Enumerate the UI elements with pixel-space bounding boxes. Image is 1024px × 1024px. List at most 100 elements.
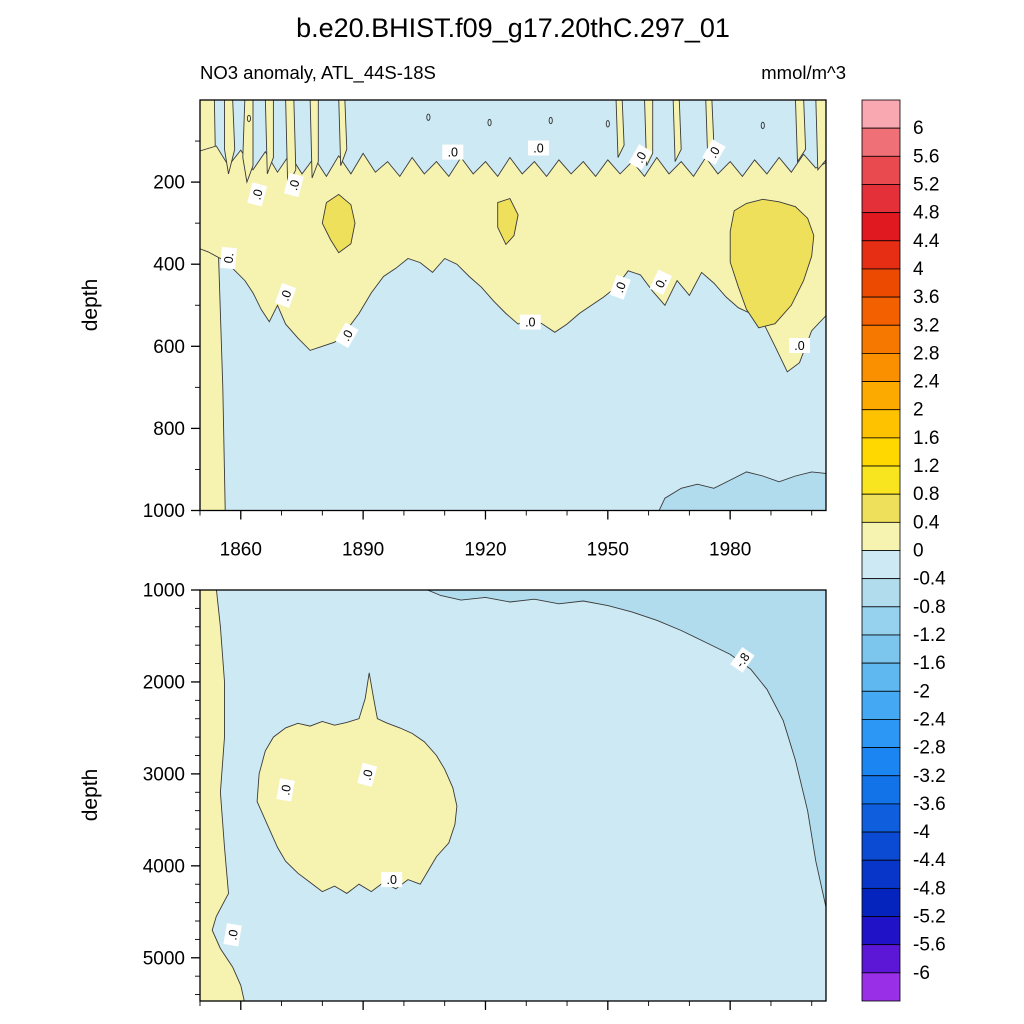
- colorbar-swatch: [861, 972, 901, 1002]
- colorbar-tick-label: 2.4: [913, 372, 940, 393]
- colorbar-swatch: [861, 381, 901, 411]
- contour-label: -.8: [730, 646, 755, 673]
- upper-y-axis-title: depth: [79, 279, 102, 332]
- units-label: mmol/m^3: [761, 62, 846, 83]
- colorbar-tick-label: 6: [913, 118, 924, 139]
- colorbar-swatch: [861, 944, 901, 974]
- svg-text:.0: .0: [286, 178, 302, 192]
- colorbar-tick-label: -0.8: [913, 597, 946, 618]
- contour-label: .0: [381, 872, 403, 888]
- colorbar-tick-label: -0.4: [913, 569, 946, 590]
- contour-label: 0.: [220, 246, 237, 270]
- colorbar-tick-label: 0.8: [913, 484, 939, 505]
- contour-label: 0.: [649, 269, 673, 295]
- surface-streak: [338, 100, 348, 166]
- colorbar-swatch: [861, 212, 901, 242]
- micro-contour: [426, 113, 431, 121]
- svg-text:.0: .0: [525, 316, 535, 330]
- svg-text:.0: .0: [533, 142, 543, 156]
- colorbar-swatch: [861, 916, 901, 946]
- y-tick-label: 2000: [143, 672, 185, 693]
- micro-contour: [246, 114, 251, 123]
- contour-label: .0: [283, 172, 304, 198]
- surface-streak: [795, 100, 807, 164]
- colorbar-tick-label: 1.6: [913, 428, 939, 449]
- colorbar-tick-label: -1.2: [913, 625, 946, 646]
- surface-streak: [672, 100, 682, 162]
- thermocline-positive-band: [200, 145, 826, 373]
- y-tick-label: 3000: [143, 764, 185, 785]
- x-tick-label: 1950: [587, 540, 629, 561]
- contour-label: .0: [528, 140, 549, 156]
- contour-label: .0: [609, 274, 631, 300]
- colorbar-tick-label: -6: [913, 963, 930, 984]
- svg-text:.0: .0: [794, 339, 804, 353]
- colorbar-swatch: [861, 690, 901, 720]
- colorbar-swatch: [861, 747, 901, 777]
- deep-negative-region: [426, 590, 826, 910]
- colorbar-swatch: [861, 831, 901, 861]
- contour-label: .0: [789, 338, 810, 353]
- colorbar-swatch: [861, 662, 901, 692]
- colorbar-swatch: [861, 521, 901, 551]
- colorbar-swatch: [861, 606, 901, 636]
- left-column-positive-deep: [200, 590, 245, 1001]
- lower-y-axis-title: depth: [79, 769, 102, 822]
- generated-plot-layers: .0 .0 .0 .0 .0 .0 0. .0 .0 .0 .0 0. .0 200 400 600 800 10…: [143, 99, 946, 1010]
- y-tick-label: 4000: [143, 856, 185, 877]
- colorbar-swatch: [861, 719, 901, 748]
- colorbar-tick-label: -3.6: [913, 794, 946, 815]
- upper-panel-field: [200, 100, 826, 511]
- svg-text:.0: .0: [386, 873, 396, 887]
- colorbar-tick-label: 4.8: [913, 203, 939, 224]
- colorbar-tick-label: 3.2: [913, 315, 939, 336]
- colorbar-swatch: [861, 324, 901, 354]
- micro-contour: [487, 118, 492, 127]
- colorbar-tick-label: -3.2: [913, 766, 946, 787]
- surface-streak: [815, 100, 826, 172]
- colorbar-tick-label: -5.6: [913, 935, 946, 956]
- lower-panel-field: [200, 590, 826, 1001]
- y-tick-label: 600: [153, 337, 185, 358]
- colorbar-tick-label: 2.8: [913, 343, 939, 364]
- colorbar-swatch: [861, 887, 901, 917]
- micro-contour: [605, 120, 610, 128]
- colorbar-tick-label: 1.2: [913, 456, 939, 477]
- colorbar-swatch: [861, 240, 901, 270]
- surface-streak: [615, 100, 625, 158]
- colorbar-tick-label: -2: [913, 681, 930, 702]
- y-tick-label: 1000: [143, 501, 185, 522]
- contour-label: .0: [223, 923, 242, 947]
- svg-text:.0: .0: [360, 768, 376, 782]
- contour-label: .0: [274, 282, 297, 308]
- positive-maximum-1925: [497, 197, 519, 246]
- colorbar-swatch: [861, 803, 901, 833]
- y-tick-label: 400: [153, 255, 185, 276]
- colorbar-tick-label: 0: [913, 541, 924, 562]
- colorbar-swatch: [861, 184, 901, 214]
- surface-streak: [285, 100, 297, 187]
- y-tick-label: 1000: [143, 581, 185, 602]
- colorbar-swatch: [861, 353, 901, 382]
- deep-negative-recent: [658, 471, 826, 511]
- contour-label: .0: [628, 144, 653, 170]
- svg-text:.0: .0: [249, 188, 265, 202]
- svg-text:.0: .0: [278, 784, 294, 797]
- colorbar-tick-label: -4.4: [913, 850, 946, 871]
- colorbar-swatch: [861, 465, 901, 495]
- colorbar-swatch: [861, 268, 901, 298]
- colorbar-swatch: [861, 578, 901, 608]
- colorbar-tick-label: 4.4: [913, 231, 940, 252]
- colorbar-tick-label: -4: [913, 822, 930, 843]
- figure-title: b.e20.BHIST.f09_g17.20thC.297_01: [296, 13, 730, 43]
- colorbar-tick-label: 2: [913, 400, 924, 421]
- colorbar-tick-label: -4.8: [913, 878, 946, 899]
- contour-label: .0: [247, 182, 268, 207]
- colorbar-swatch: [861, 775, 901, 805]
- contour-label: .0: [702, 139, 726, 165]
- surface-streak: [309, 100, 319, 179]
- colorbar-swatch: [861, 127, 901, 157]
- svg-text:.0: .0: [448, 146, 458, 160]
